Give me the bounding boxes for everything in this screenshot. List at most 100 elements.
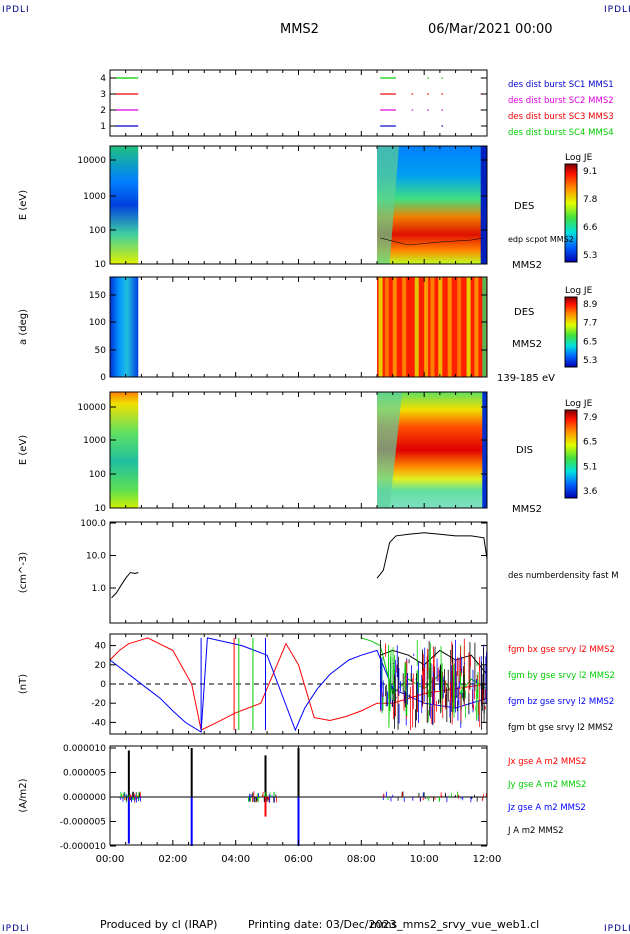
colorbar-tick-label: 5.3 — [583, 356, 597, 366]
dis-energy-block-early — [110, 392, 139, 508]
corner-tag-bottom-right: IPDLI — [604, 924, 630, 934]
des-energy-edge — [480, 146, 487, 264]
y-tick-label: 100 — [89, 470, 106, 480]
right-label: DES — [514, 307, 534, 318]
pa-stripe — [392, 277, 397, 377]
colorbar-tick-label: 7.8 — [583, 195, 598, 205]
y-axis-label: (A/m2) — [18, 778, 29, 812]
y-tick-label: 1000 — [83, 192, 106, 202]
y-tick-label: 100 — [89, 226, 106, 236]
right-label: MMS2 — [512, 260, 542, 271]
y-tick-label: 3 — [100, 90, 106, 100]
burst-legend-entry: des dist burst SC4 MMS4 — [508, 128, 614, 138]
colorbar-title: Log JE — [565, 399, 593, 409]
right-label: 139-185 eV — [497, 373, 555, 384]
footer-producer: Produced by cl (IRAP) — [100, 918, 218, 931]
y-tick-label: -0.000005 — [60, 818, 106, 828]
dis-energy-transition — [377, 392, 403, 508]
right-label: DES — [514, 201, 534, 212]
colorbar-tick-label: 6.6 — [583, 223, 598, 233]
y-tick-label: -0.000010 — [60, 842, 106, 852]
y-axis-label: (cm^-3) — [18, 552, 29, 593]
y-tick-label: 10 — [95, 260, 107, 270]
colorbar-des-energy — [564, 163, 578, 263]
pa-stripe — [414, 277, 419, 377]
x-tick-label: 00:00 — [96, 854, 125, 865]
y-tick-label: 4 — [100, 74, 106, 84]
pa-stripe — [430, 277, 435, 377]
density-legend: des numberdensity fast M — [508, 571, 619, 581]
x-tick-label: 06:00 — [284, 854, 313, 865]
right-label: MMS2 — [512, 339, 542, 350]
pa-stripe — [482, 277, 487, 377]
panel-frame-1 — [109, 69, 488, 137]
colorbar-tick-label: 3.6 — [583, 487, 598, 497]
y-axis-label: (nT) — [18, 674, 29, 694]
bfield-legend-entry: fgm bx gse srvy l2 MMS2 — [508, 645, 615, 655]
burst-legend-entry: des dist burst SC3 MMS3 — [508, 112, 614, 122]
colorbar-tick-label: 8.9 — [583, 300, 598, 310]
x-tick-label: 02:00 — [158, 854, 187, 865]
pa-stripe — [466, 277, 471, 377]
current-legend-entry: Jx gse A m2 MMS2 — [507, 757, 586, 767]
corner-tag-bottom-left: IPDLI — [2, 924, 30, 934]
current-legend-entry: Jy gse A m2 MMS2 — [507, 780, 586, 790]
x-tick-label: 04:00 — [221, 854, 250, 865]
colorbar-tick-label: 7.7 — [583, 319, 597, 329]
y-tick-label: 100.0 — [80, 519, 106, 529]
pa-stripe — [447, 277, 452, 377]
y-tick-label: 1 — [100, 122, 106, 132]
right-label: MMS2 — [512, 504, 542, 515]
bfield-legend-entry: fgm bz gse srvy l2 MMS2 — [508, 697, 614, 707]
des-energy-transition — [377, 146, 400, 264]
y-tick-label: 0.000005 — [63, 769, 106, 779]
colorbar-tick-label: 9.1 — [583, 167, 597, 177]
y-tick-label: 10000 — [77, 156, 106, 166]
x-tick-label: 08:00 — [347, 854, 376, 865]
colorbar-pa — [564, 296, 578, 368]
pa-stripe — [378, 277, 383, 377]
colorbar-tick-label: 6.5 — [583, 438, 597, 448]
x-tick-label: 10:00 — [410, 854, 439, 865]
y-tick-label: 2 — [100, 106, 106, 116]
burst-legend-entry: des dist burst SC1 MMS1 — [508, 80, 614, 90]
y-tick-label: 10.0 — [86, 552, 106, 562]
pa-stripe — [457, 277, 462, 377]
y-tick-label: 150 — [89, 291, 106, 301]
pa-stripe — [384, 277, 389, 377]
density-line-late — [376, 532, 488, 579]
y-axis-label: E (eV) — [18, 435, 29, 465]
colorbar-tick-label: 5.1 — [583, 462, 597, 472]
dis-energy-edge — [482, 392, 487, 508]
spacecraft-title: MMS2 — [280, 22, 319, 37]
burst-legend-entry: des dist burst SC2 MMS2 — [508, 96, 614, 106]
bfield-series-1 — [109, 637, 488, 733]
y-tick-label: 0.000000 — [63, 793, 106, 803]
y-tick-label: 20 — [95, 661, 107, 671]
y-tick-label: 40 — [95, 642, 107, 652]
y-tick-label: 100 — [89, 318, 106, 328]
colorbar-title: Log JE — [565, 153, 593, 163]
pa-stripe — [424, 277, 429, 377]
colorbar-dis-energy — [564, 409, 578, 499]
y-tick-label: 0.000010 — [63, 744, 106, 754]
y-tick-label: -40 — [91, 718, 106, 728]
y-tick-label: 10000 — [77, 403, 106, 413]
current-legend-entry: J A m2 MMS2 — [507, 826, 564, 836]
y-tick-label: 50 — [95, 346, 107, 356]
right-label: edp scpot MMS2 — [508, 235, 574, 244]
current-legend-entry: Jz gse A m2 MMS2 — [507, 803, 586, 813]
y-tick-label: 10 — [95, 504, 107, 514]
scpot-line — [380, 237, 484, 246]
y-tick-label: 0 — [100, 680, 106, 690]
bfield-legend-entry: fgm by gse srvy l2 MMS2 — [508, 671, 615, 681]
right-label: DIS — [516, 445, 533, 456]
footer-printing-date: Printing date: 03/Dec/2023 — [248, 918, 397, 931]
date-title: 06/Mar/2021 00:00 — [428, 22, 553, 37]
des-energy-block-early — [110, 146, 139, 264]
colorbar-tick-label: 7.9 — [583, 413, 598, 423]
y-tick-label: -20 — [91, 699, 106, 709]
bfield-series-0 — [109, 637, 488, 731]
colorbar-tick-label: 5.3 — [583, 251, 597, 261]
panel-frame-5 — [109, 521, 488, 624]
